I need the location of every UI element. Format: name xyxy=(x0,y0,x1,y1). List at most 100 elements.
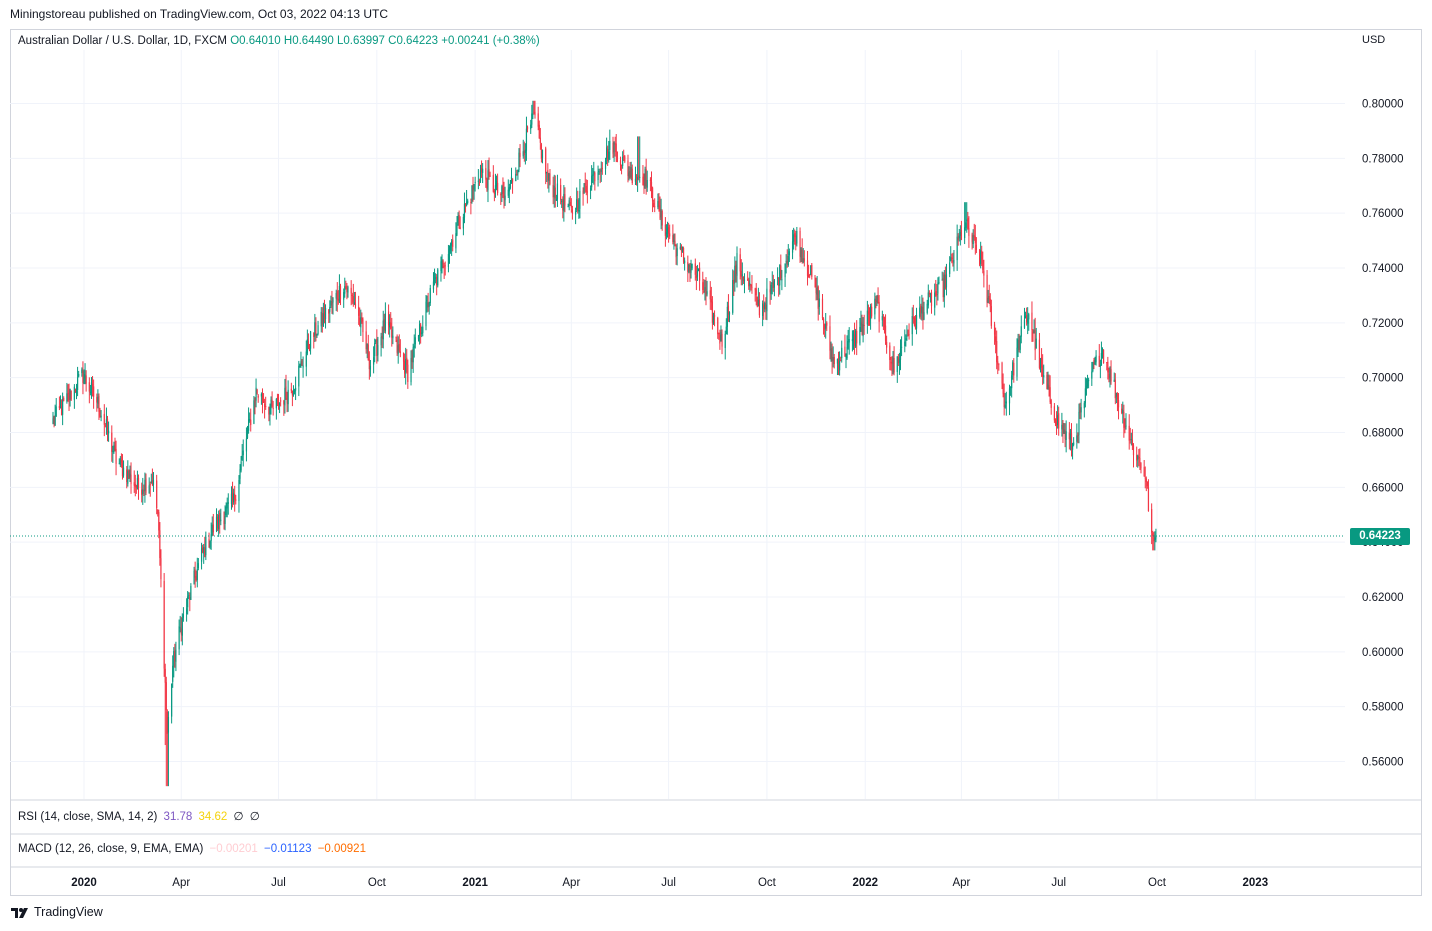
candle-body xyxy=(55,406,57,417)
candle-body xyxy=(448,249,451,255)
candle-body xyxy=(821,298,824,319)
candle-body xyxy=(1004,404,1006,408)
candle-body xyxy=(1012,362,1014,376)
candle-body xyxy=(841,347,843,359)
footer-brand[interactable]: TradingView xyxy=(10,905,103,919)
candle-body xyxy=(383,319,385,330)
time-tick-label: Apr xyxy=(562,877,580,889)
candle-body xyxy=(598,170,600,172)
candle-body xyxy=(1013,363,1015,376)
candle-body xyxy=(718,333,720,335)
candle-body xyxy=(928,293,930,295)
candle-body xyxy=(493,190,495,194)
candle-body xyxy=(809,275,811,277)
candle-body xyxy=(684,260,686,264)
candle-body xyxy=(405,359,407,373)
candle-body xyxy=(736,253,738,276)
candle-body xyxy=(456,224,458,235)
candle-body xyxy=(391,329,393,338)
candle-body xyxy=(860,322,862,326)
candle-body xyxy=(972,235,974,245)
macd-legend[interactable]: MACD (12, 26, close, 9, EMA, EMA) −0.002… xyxy=(18,843,366,855)
candle-body xyxy=(1049,387,1051,403)
candle-body xyxy=(467,200,469,203)
rsi-label: RSI (14, close, SMA, 14, 2) xyxy=(18,811,158,823)
candle-body xyxy=(982,259,984,270)
candle-body xyxy=(579,191,581,209)
candle-body xyxy=(1122,410,1124,414)
candle-body xyxy=(814,278,816,280)
candle-body xyxy=(504,195,506,201)
symbol-legend[interactable]: Australian Dollar / U.S. Dollar, 1D, FXC… xyxy=(18,35,540,47)
candle-body xyxy=(122,467,125,476)
candle-body xyxy=(597,172,599,180)
candle-body xyxy=(231,492,234,501)
candle-body xyxy=(606,147,608,159)
candle-body xyxy=(268,407,270,415)
candle-body xyxy=(78,373,80,377)
candle-body xyxy=(912,316,914,319)
candle-body xyxy=(265,406,267,408)
candle-body xyxy=(1026,315,1028,323)
candle-body xyxy=(754,288,756,290)
candle-body xyxy=(63,397,65,401)
candle-body xyxy=(666,228,669,232)
candle-body xyxy=(1101,350,1104,354)
candle-body xyxy=(354,303,357,307)
candle-body xyxy=(97,396,99,404)
candle-body xyxy=(784,263,786,278)
candle-body xyxy=(130,474,132,485)
rsi-lower-band: ∅ xyxy=(249,811,260,823)
candle-body xyxy=(538,124,540,139)
candle-body xyxy=(1093,360,1095,365)
candle-body xyxy=(203,546,205,554)
candle-body xyxy=(896,356,898,372)
candle-body xyxy=(609,141,611,150)
candle-body xyxy=(711,301,714,323)
candle-body xyxy=(245,438,248,452)
candle-body xyxy=(949,262,951,274)
candle-body xyxy=(623,156,625,158)
candle-body xyxy=(661,211,663,226)
candle-body xyxy=(233,493,235,503)
candle-body xyxy=(309,331,312,349)
candle-body xyxy=(339,285,342,300)
candle-body xyxy=(876,296,878,300)
candle-body xyxy=(770,284,772,295)
candle-body xyxy=(1115,393,1117,397)
candle-body xyxy=(793,234,795,242)
candle-body xyxy=(926,303,928,313)
candle-body xyxy=(1063,429,1065,433)
candle-body xyxy=(494,185,497,192)
candle-body xyxy=(253,400,255,424)
candle-body xyxy=(601,167,603,170)
candle-body xyxy=(779,264,781,286)
candle-body xyxy=(616,151,618,162)
candle-body xyxy=(740,270,742,277)
candle-body xyxy=(336,291,338,300)
candle-body xyxy=(654,206,656,208)
rsi-legend[interactable]: RSI (14, close, SMA, 14, 2) 31.78 34.62 … xyxy=(18,809,260,823)
candle-body xyxy=(322,313,324,327)
candle-body xyxy=(292,393,295,395)
candle-body xyxy=(331,302,333,304)
candle-body xyxy=(1058,413,1060,429)
candle-body xyxy=(705,289,707,296)
candle-body xyxy=(1095,355,1097,363)
candle-body xyxy=(390,322,392,329)
candle-body xyxy=(1035,338,1037,349)
candle-body xyxy=(971,234,973,243)
candle-body xyxy=(73,386,75,400)
candle-body xyxy=(657,201,659,208)
candle-body xyxy=(389,322,391,328)
candle-body xyxy=(548,173,550,181)
candle-body xyxy=(733,279,735,284)
candles xyxy=(52,100,1157,787)
candle-body xyxy=(539,137,541,143)
candle-body xyxy=(150,481,152,483)
candle-body xyxy=(254,400,256,403)
candle-body xyxy=(295,387,297,391)
candle-body xyxy=(893,358,895,373)
candle-body xyxy=(1069,433,1072,440)
